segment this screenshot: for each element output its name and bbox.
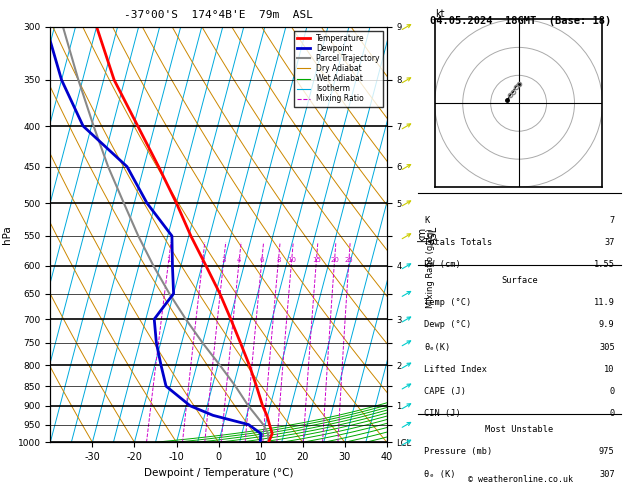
Text: 0: 0 [610,409,615,418]
Text: θₑ (K): θₑ (K) [425,469,456,479]
Text: Mixing Ratio (g/kg): Mixing Ratio (g/kg) [426,228,435,308]
Text: kt: kt [435,9,444,19]
Text: Dewp (°C): Dewp (°C) [425,320,472,330]
Text: Surface: Surface [501,276,538,285]
Text: θₑ(K): θₑ(K) [425,343,450,351]
Text: 04.05.2024  18GMT  (Base: 18): 04.05.2024 18GMT (Base: 18) [430,16,611,26]
Text: Temp (°C): Temp (°C) [425,298,472,307]
Text: 9.9: 9.9 [599,320,615,330]
Text: 8: 8 [276,257,281,263]
Text: 10: 10 [604,365,615,374]
Text: 1: 1 [167,257,171,263]
Text: 7: 7 [610,216,615,225]
Y-axis label: hPa: hPa [2,225,12,244]
Text: 975: 975 [599,447,615,456]
Text: PW (cm): PW (cm) [425,260,461,269]
Text: CAPE (J): CAPE (J) [425,387,466,396]
Text: 15: 15 [312,257,321,263]
Text: 307: 307 [599,469,615,479]
Text: 4: 4 [237,257,242,263]
X-axis label: Dewpoint / Temperature (°C): Dewpoint / Temperature (°C) [144,468,293,478]
Text: 305: 305 [599,343,615,351]
Text: 3: 3 [221,257,226,263]
Text: 10: 10 [287,257,296,263]
Text: 25: 25 [345,257,353,263]
Text: K: K [425,216,430,225]
Text: 20: 20 [330,257,339,263]
Text: CIN (J): CIN (J) [425,409,461,418]
Legend: Temperature, Dewpoint, Parcel Trajectory, Dry Adiabat, Wet Adiabat, Isotherm, Mi: Temperature, Dewpoint, Parcel Trajectory… [294,31,383,106]
Text: Pressure (mb): Pressure (mb) [425,447,493,456]
Text: Totals Totals: Totals Totals [425,238,493,247]
Text: Most Unstable: Most Unstable [486,425,554,434]
Text: Lifted Index: Lifted Index [425,365,487,374]
Text: © weatheronline.co.uk: © weatheronline.co.uk [469,474,573,484]
Text: 1.55: 1.55 [594,260,615,269]
Text: 0: 0 [610,387,615,396]
Text: 2: 2 [201,257,205,263]
Y-axis label: km
ASL: km ASL [417,226,439,243]
Text: 11.9: 11.9 [594,298,615,307]
Text: 6: 6 [260,257,264,263]
Text: 37: 37 [604,238,615,247]
Text: -37°00'S  174°4B'E  79m  ASL: -37°00'S 174°4B'E 79m ASL [124,11,313,20]
